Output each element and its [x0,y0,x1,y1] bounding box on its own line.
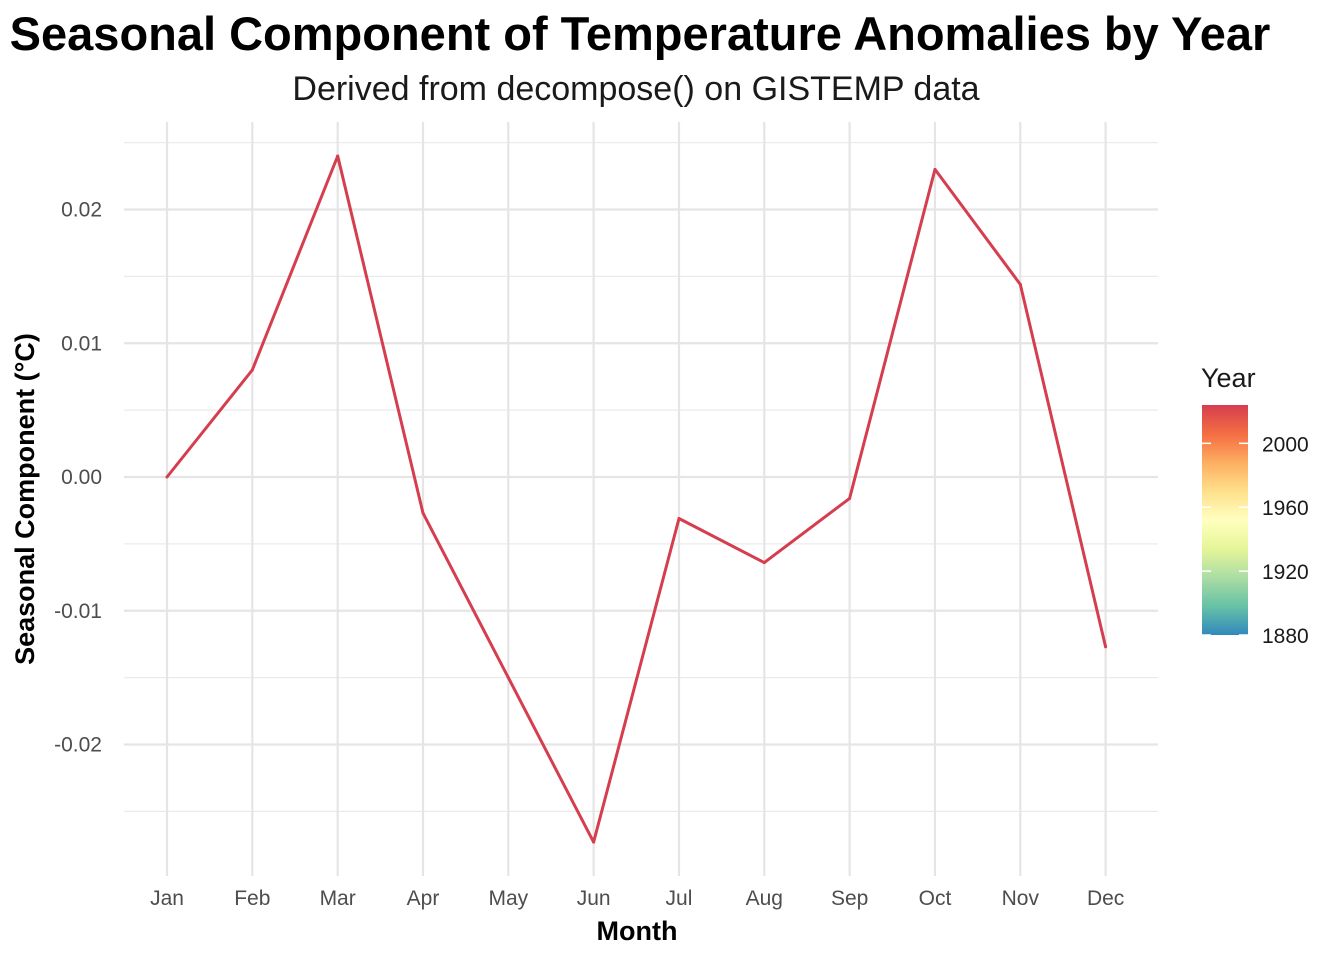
x-tick-label: Jan [150,887,184,910]
series-point [592,840,596,844]
y-tick-label: -0.02 [54,734,102,757]
x-tick-label: Sep [831,887,868,910]
grid [124,122,1158,876]
plot-area [165,154,1108,844]
series-point [677,516,681,520]
series-point [506,676,510,680]
legend-label: 2000 [1262,433,1309,456]
x-tick-label: Jul [666,887,693,910]
series-point [250,368,254,372]
legend-label: 1920 [1262,561,1309,584]
legend-colorbar [1202,405,1248,635]
x-tick-label: Aug [746,887,783,910]
y-axis-ticks: -0.02 -0.01 0.00 0.01 0.02 [54,199,102,757]
legend: Year 1880 1920 1960 2000 [1201,363,1309,648]
legend-label: 1880 [1262,625,1309,648]
chart-title: Seasonal Component of Temperature Anomal… [10,7,1271,60]
y-tick-label: 0.00 [61,466,102,489]
series-line [165,154,1108,844]
series-point [933,167,937,171]
x-axis-title: Month [597,916,678,946]
x-tick-label: Jun [577,887,611,910]
series-point [336,154,340,158]
series-point [762,561,766,565]
y-tick-label: 0.01 [61,332,102,355]
x-tick-label: Nov [1002,887,1040,910]
legend-title: Year [1201,363,1256,393]
series-point [421,511,425,515]
x-tick-label: Mar [320,887,356,910]
chart-subtitle: Derived from decompose() on GISTEMP data [292,70,979,108]
x-tick-label: Oct [919,887,952,910]
y-axis-title: Seasonal Component (°C) [10,333,40,665]
series-point [1018,282,1022,286]
series-point [1104,645,1108,649]
y-tick-label: 0.02 [61,199,102,222]
legend-label: 1960 [1262,497,1309,520]
x-tick-label: Feb [234,887,270,910]
series-point [165,475,169,479]
x-tick-label: Dec [1087,887,1124,910]
y-tick-label: -0.01 [54,600,102,623]
series-point [848,496,852,500]
x-axis-ticks: Jan Feb Mar Apr May Jun Jul Aug Sep Oct Nov Dec [150,887,1124,910]
x-tick-label: May [488,887,528,910]
x-tick-label: Apr [407,887,440,910]
